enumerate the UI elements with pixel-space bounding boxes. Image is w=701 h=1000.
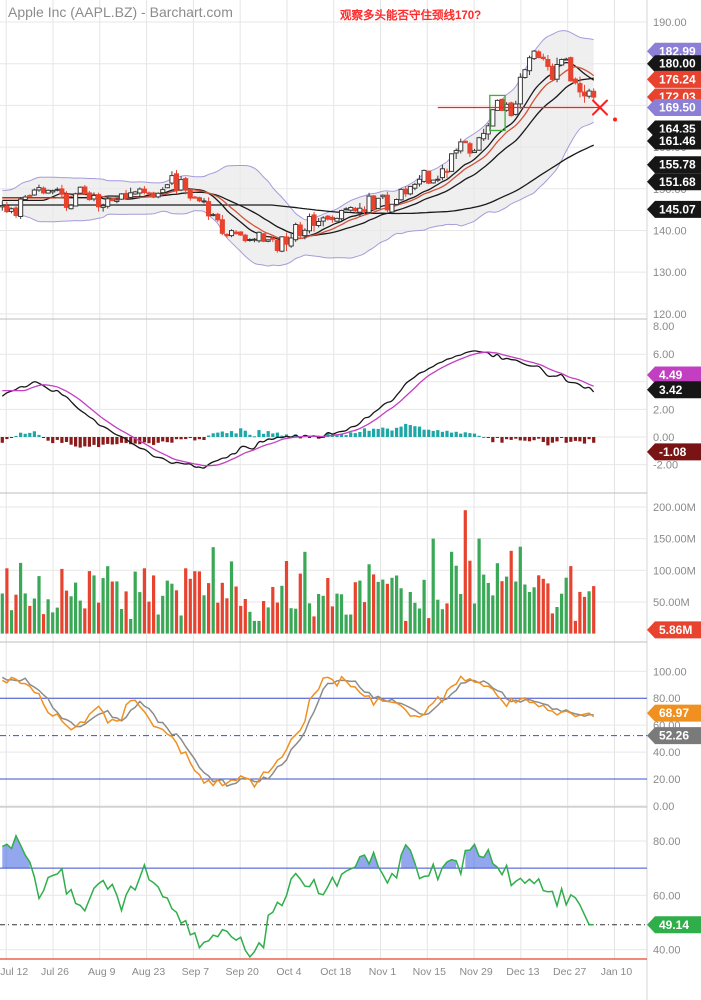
svg-text:Aug 23: Aug 23 (132, 966, 165, 978)
svg-text:169.50: 169.50 (659, 101, 696, 115)
svg-text:50.00M: 50.00M (653, 597, 690, 609)
svg-text:150.00M: 150.00M (653, 534, 696, 546)
svg-text:140.00: 140.00 (653, 225, 687, 237)
svg-text:2.00: 2.00 (653, 404, 674, 416)
svg-text:20.00: 20.00 (653, 774, 681, 786)
svg-text:Dec 13: Dec 13 (506, 966, 539, 978)
svg-text:5.86M: 5.86M (659, 623, 692, 637)
svg-text:100.00M: 100.00M (653, 565, 696, 577)
svg-text:Aug 9: Aug 9 (88, 966, 116, 978)
svg-text:120.00: 120.00 (653, 309, 687, 321)
svg-text:Jul 26: Jul 26 (41, 966, 69, 978)
svg-text:130.00: 130.00 (653, 267, 687, 279)
svg-text:Sep 20: Sep 20 (226, 966, 259, 978)
svg-text:Dec 27: Dec 27 (553, 966, 586, 978)
svg-text:Sep 7: Sep 7 (182, 966, 210, 978)
svg-text:80.00: 80.00 (653, 836, 681, 848)
svg-text:Jan 10: Jan 10 (601, 966, 633, 978)
svg-text:Jul 12: Jul 12 (0, 966, 28, 978)
svg-text:68.97: 68.97 (659, 706, 689, 720)
svg-text:-1.08: -1.08 (659, 445, 687, 459)
svg-text:155.78: 155.78 (659, 158, 696, 172)
svg-text:190.00: 190.00 (653, 17, 687, 29)
svg-text:-2.00: -2.00 (653, 460, 678, 472)
svg-text:8.00: 8.00 (653, 321, 674, 333)
svg-text:176.24: 176.24 (659, 72, 696, 86)
svg-text:161.46: 161.46 (659, 134, 696, 148)
svg-text:49.14: 49.14 (659, 918, 689, 932)
svg-text:6.00: 6.00 (653, 349, 674, 361)
svg-text:Oct 4: Oct 4 (276, 966, 301, 978)
svg-text:200.00M: 200.00M (653, 502, 696, 514)
svg-text:52.26: 52.26 (659, 729, 689, 743)
svg-text:观察多头能否守住颈线170?: 观察多头能否守住颈线170? (340, 8, 481, 22)
svg-text:Apple Inc (AAPL.BZ) - Barchart: Apple Inc (AAPL.BZ) - Barchart.com (8, 4, 233, 20)
svg-text:80.00: 80.00 (653, 693, 681, 705)
svg-text:4.49: 4.49 (659, 368, 683, 382)
svg-text:60.00: 60.00 (653, 890, 681, 902)
svg-text:Oct 18: Oct 18 (320, 966, 351, 978)
svg-text:180.00: 180.00 (659, 57, 696, 71)
svg-text:0.00: 0.00 (653, 432, 674, 444)
svg-text:0.00: 0.00 (653, 801, 674, 813)
svg-text:Nov 1: Nov 1 (369, 966, 397, 978)
svg-text:3.42: 3.42 (659, 383, 683, 397)
svg-text:Nov 15: Nov 15 (413, 966, 446, 978)
svg-text:145.07: 145.07 (659, 202, 696, 216)
svg-text:100.00: 100.00 (653, 666, 687, 678)
svg-text:40.00: 40.00 (653, 747, 681, 759)
svg-text:151.68: 151.68 (659, 175, 696, 189)
svg-text:Nov 29: Nov 29 (459, 966, 492, 978)
svg-text:40.00: 40.00 (653, 945, 681, 957)
